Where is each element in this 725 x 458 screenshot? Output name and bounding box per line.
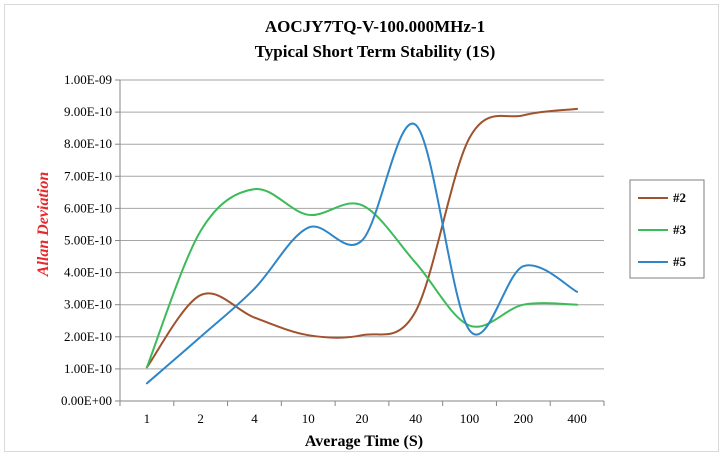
series-line-1 bbox=[145, 107, 579, 369]
y-tick-label: 3.00E-10 bbox=[64, 297, 112, 312]
x-tick-label: 100 bbox=[460, 411, 480, 426]
legend: #2 #3 #5 bbox=[629, 179, 705, 279]
tick-marks bbox=[115, 79, 605, 406]
x-tick-label: 200 bbox=[514, 411, 534, 426]
legend-label: #3 bbox=[673, 222, 687, 237]
chart-title: AOCJY7TQ-V-100.000MHz-1 bbox=[265, 17, 485, 36]
y-tick-label: 5.00E-10 bbox=[64, 233, 112, 248]
y-tick-label: 1.00E-09 bbox=[64, 72, 112, 87]
x-tick-label: 10 bbox=[302, 411, 315, 426]
y-tick-labels: 0.00E+00 1.00E-10 2.00E-10 3.00E-10 4.00E-10… bbox=[61, 72, 112, 408]
x-axis-title: Average Time (S) bbox=[305, 433, 423, 450]
x-tick-label: 40 bbox=[409, 411, 422, 426]
x-tick-label: 1 bbox=[144, 411, 151, 426]
x-tick-label: 400 bbox=[567, 411, 587, 426]
y-tick-label: 4.00E-10 bbox=[64, 265, 112, 280]
legend-label: #2 bbox=[673, 190, 686, 205]
gridlines bbox=[119, 79, 604, 402]
y-tick-label: 8.00E-10 bbox=[64, 136, 112, 151]
chart-frame bbox=[4, 4, 719, 452]
y-tick-label: 7.00E-10 bbox=[64, 168, 112, 183]
x-tick-label: 20 bbox=[356, 411, 369, 426]
series-lines bbox=[145, 107, 579, 385]
y-tick-label: 0.00E+00 bbox=[61, 393, 112, 408]
y-axis-title: Allan Deviation bbox=[35, 172, 52, 278]
x-tick-labels: 1 2 4 10 20 40 100 200 400 bbox=[144, 411, 587, 426]
y-tick-label: 1.00E-10 bbox=[64, 361, 112, 376]
y-tick-label: 9.00E-10 bbox=[64, 104, 112, 119]
y-tick-label: 2.00E-10 bbox=[64, 329, 112, 344]
series-line-2 bbox=[145, 188, 579, 369]
series-line-3 bbox=[145, 122, 579, 385]
x-tick-label: 2 bbox=[197, 411, 204, 426]
y-tick-label: 6.00E-10 bbox=[64, 200, 112, 215]
legend-label: #5 bbox=[673, 254, 687, 269]
x-tick-label: 4 bbox=[251, 411, 258, 426]
chart-subtitle: Typical Short Term Stability (1S) bbox=[255, 42, 496, 61]
